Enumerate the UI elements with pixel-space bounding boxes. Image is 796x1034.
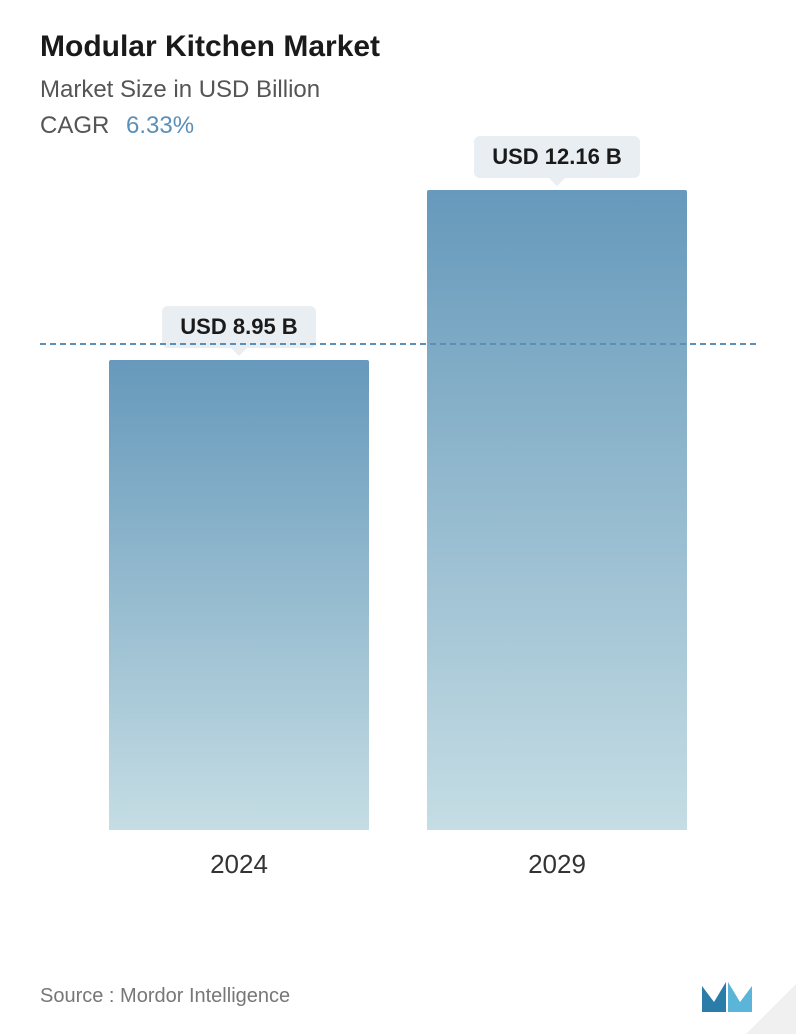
value-label-2029: USD 12.16 B <box>474 136 640 178</box>
value-label-2024: USD 8.95 B <box>162 306 315 348</box>
x-label-2029: 2029 <box>427 849 687 880</box>
bars-container: USD 8.95 B USD 12.16 B <box>40 190 756 830</box>
source-text: Source : Mordor Intelligence <box>40 985 290 1008</box>
bar-group-2024: USD 8.95 B <box>109 306 369 830</box>
bar-2029 <box>427 190 687 830</box>
reference-dashed-line <box>40 343 756 345</box>
chart-title: Modular Kitchen Market <box>40 30 756 64</box>
chart-container: Modular Kitchen Market Market Size in US… <box>0 0 796 1034</box>
cagr-value: 6.33% <box>126 112 194 139</box>
x-axis-labels: 2024 2029 <box>40 849 756 880</box>
footer: Source : Mordor Intelligence <box>40 978 756 1014</box>
x-label-2024: 2024 <box>109 849 369 880</box>
cagr-label: CAGR <box>40 112 109 139</box>
bar-2024 <box>109 360 369 830</box>
chart-subtitle: Market Size in USD Billion <box>40 76 756 104</box>
chart-area: USD 8.95 B USD 12.16 B 2024 2029 <box>40 170 756 890</box>
page-corner-fold <box>746 984 796 1034</box>
bar-group-2029: USD 12.16 B <box>427 136 687 830</box>
